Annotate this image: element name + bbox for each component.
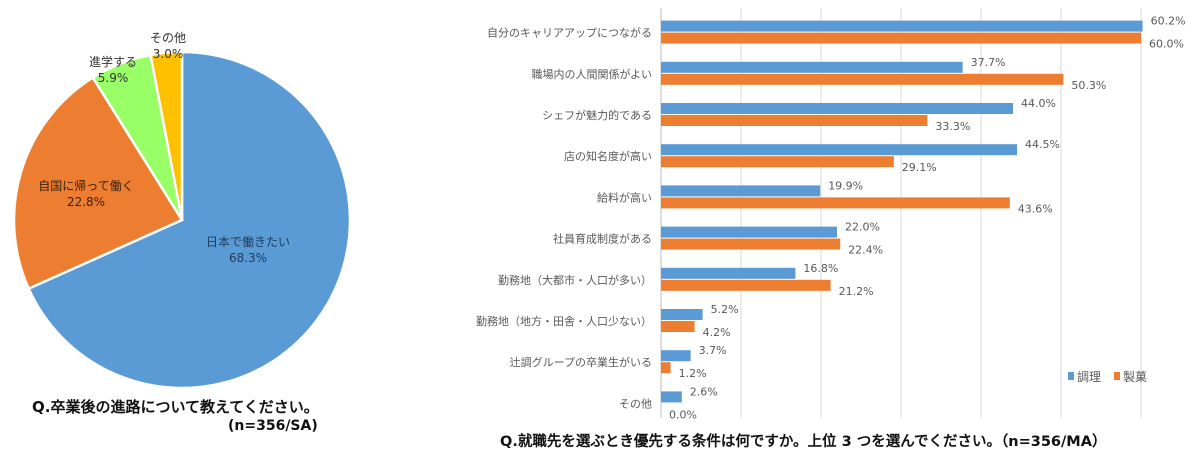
pie-slice-label: その他	[150, 31, 186, 45]
data-label: 0.0%	[669, 408, 697, 421]
category-label: シェフが魅力的である	[542, 108, 652, 122]
category-label: 社員育成制度がある	[553, 232, 652, 246]
legend-swatch	[1114, 372, 1120, 380]
pie-slice	[149, 50, 184, 221]
category-label: 給料が高い	[597, 190, 652, 204]
bar-製菓	[661, 115, 928, 126]
legend-label: 調理	[1077, 370, 1101, 384]
pie-slice-value: 68.3%	[229, 251, 267, 265]
data-label: 29.1%	[902, 161, 937, 174]
bar-製菓	[661, 156, 894, 168]
data-label: 43.6%	[1018, 202, 1053, 215]
bar-調理	[661, 20, 1143, 32]
data-label: 22.4%	[848, 244, 883, 257]
data-label: 60.0%	[1149, 38, 1184, 51]
bar-製菓	[661, 279, 831, 291]
bar-調理	[661, 391, 682, 403]
data-label: 44.0%	[1021, 97, 1056, 110]
bar-製菓	[661, 32, 1141, 44]
bar-製菓	[661, 321, 695, 332]
pie-slice	[12, 75, 184, 291]
bar-製菓	[661, 73, 1064, 85]
category-label: 職場内の人間関係がよい	[532, 67, 652, 81]
bar-調理	[661, 309, 703, 320]
pie-slice-label: 進学する	[89, 54, 137, 69]
pie-slice	[27, 50, 352, 390]
data-label: 4.2%	[703, 326, 731, 339]
data-label: 2.6%	[690, 385, 718, 398]
pie-slice-label: 自国に帰って働く	[38, 179, 133, 193]
pie-slice-value: 22.8%	[67, 195, 105, 209]
bar-調理	[661, 185, 821, 197]
pie-subtitle: (n=356/SA)	[228, 418, 318, 434]
bar-製菓	[661, 238, 841, 250]
category-label: 自分のキャリアアップにつながる	[487, 26, 652, 40]
bar-調理	[661, 350, 691, 362]
bar-調理	[661, 144, 1017, 156]
category-label: 勤務地（地方・田舎・人口少ない）	[476, 314, 652, 328]
data-label: 22.0%	[845, 221, 880, 234]
data-label: 50.3%	[1071, 79, 1106, 92]
pie-slice-value: 3.0%	[153, 47, 184, 61]
data-label: 3.7%	[699, 344, 727, 357]
data-label: 5.2%	[711, 303, 739, 316]
category-label: その他	[619, 397, 652, 410]
data-label: 44.5%	[1025, 138, 1060, 151]
bar-調理	[661, 267, 796, 279]
data-label: 60.2%	[1151, 15, 1186, 28]
legend-swatch	[1068, 372, 1074, 380]
bar-調理	[661, 226, 837, 238]
pie-slice-label: 日本で働きたい	[206, 235, 290, 249]
data-label: 19.9%	[828, 179, 863, 192]
bar-調理	[661, 103, 1013, 114]
pie-title: Q.卒業後の進路について教えてください。	[32, 398, 319, 416]
data-label: 21.2%	[839, 285, 874, 298]
pie-slice-value: 5.9%	[98, 71, 129, 85]
bar-調理	[661, 61, 963, 73]
bar-製菓	[661, 362, 671, 374]
bar-title: Q.就職先を選ぶとき優先する条件は何ですか。上位 3 つを選んでください。（n=…	[500, 434, 1107, 450]
category-label: 辻調グループの卒業生がいる	[510, 355, 652, 369]
data-label: 1.2%	[679, 367, 707, 380]
legend-label: 製菓	[1123, 370, 1147, 384]
data-label: 33.3%	[935, 120, 970, 133]
data-label: 37.7%	[971, 56, 1006, 69]
category-label: 店の知名度が高い	[564, 149, 652, 163]
data-label: 16.8%	[803, 262, 838, 275]
category-label: 勤務地（大都市・人口が多い）	[498, 273, 652, 287]
bar-製菓	[661, 197, 1010, 209]
